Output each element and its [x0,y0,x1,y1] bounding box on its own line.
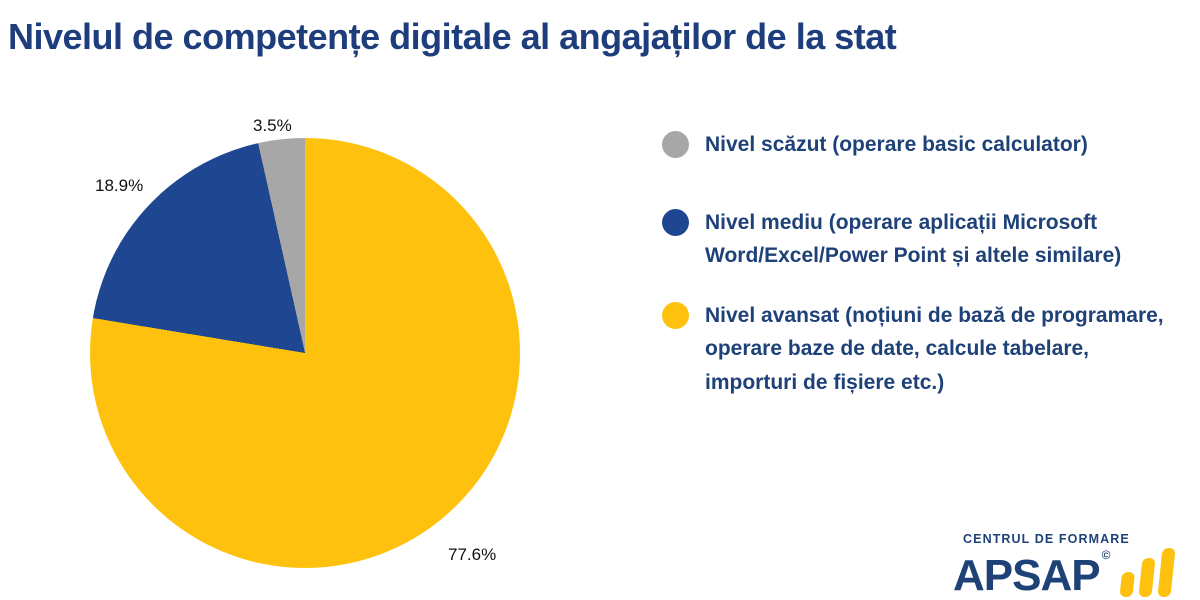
chart-title: Nivelul de competențe digitale al angaja… [8,16,897,57]
legend-label-advanced: Nivel avansat (noțiuni de bază de progra… [705,303,1164,394]
bar-chart-icon [1119,548,1177,597]
pie-chart [90,138,520,568]
logo-wordmark-row: APSAP © [953,548,1193,600]
pie-label-advanced: 77.6% [448,545,497,564]
pie-label-low: 3.5% [253,116,292,135]
legend-label-medium: Nivel mediu (operare aplicații Microsoft… [705,210,1122,268]
legend-item-low: Nivel scăzut (operare basic calculator) [662,128,1172,162]
logo-tagline: CENTRUL DE FORMARE [963,532,1130,546]
logo-wordmark: APSAP [953,551,1101,600]
bar-chart-icon-bar-small [1119,572,1136,597]
legend-dot-advanced-icon [662,301,689,329]
legend: Nivel scăzut (operare basic calculator) … [662,128,1172,400]
legend-item-medium: Nivel mediu (operare aplicații Microsoft… [662,206,1172,273]
apsap-logo: CENTRUL DE FORMARE APSAP © [953,532,1193,600]
legend-dot-medium-icon [662,208,689,236]
copyright-icon: © [1101,548,1111,562]
bar-chart-icon-bar-large [1157,548,1177,597]
bar-chart-icon-bar-medium [1138,558,1156,597]
legend-label-low: Nivel scăzut (operare basic calculator) [705,133,1088,156]
legend-item-advanced: Nivel avansat (noțiuni de bază de progra… [662,299,1172,400]
legend-dot-low-icon [662,131,689,158]
pie-label-medium: 18.9% [95,176,144,195]
